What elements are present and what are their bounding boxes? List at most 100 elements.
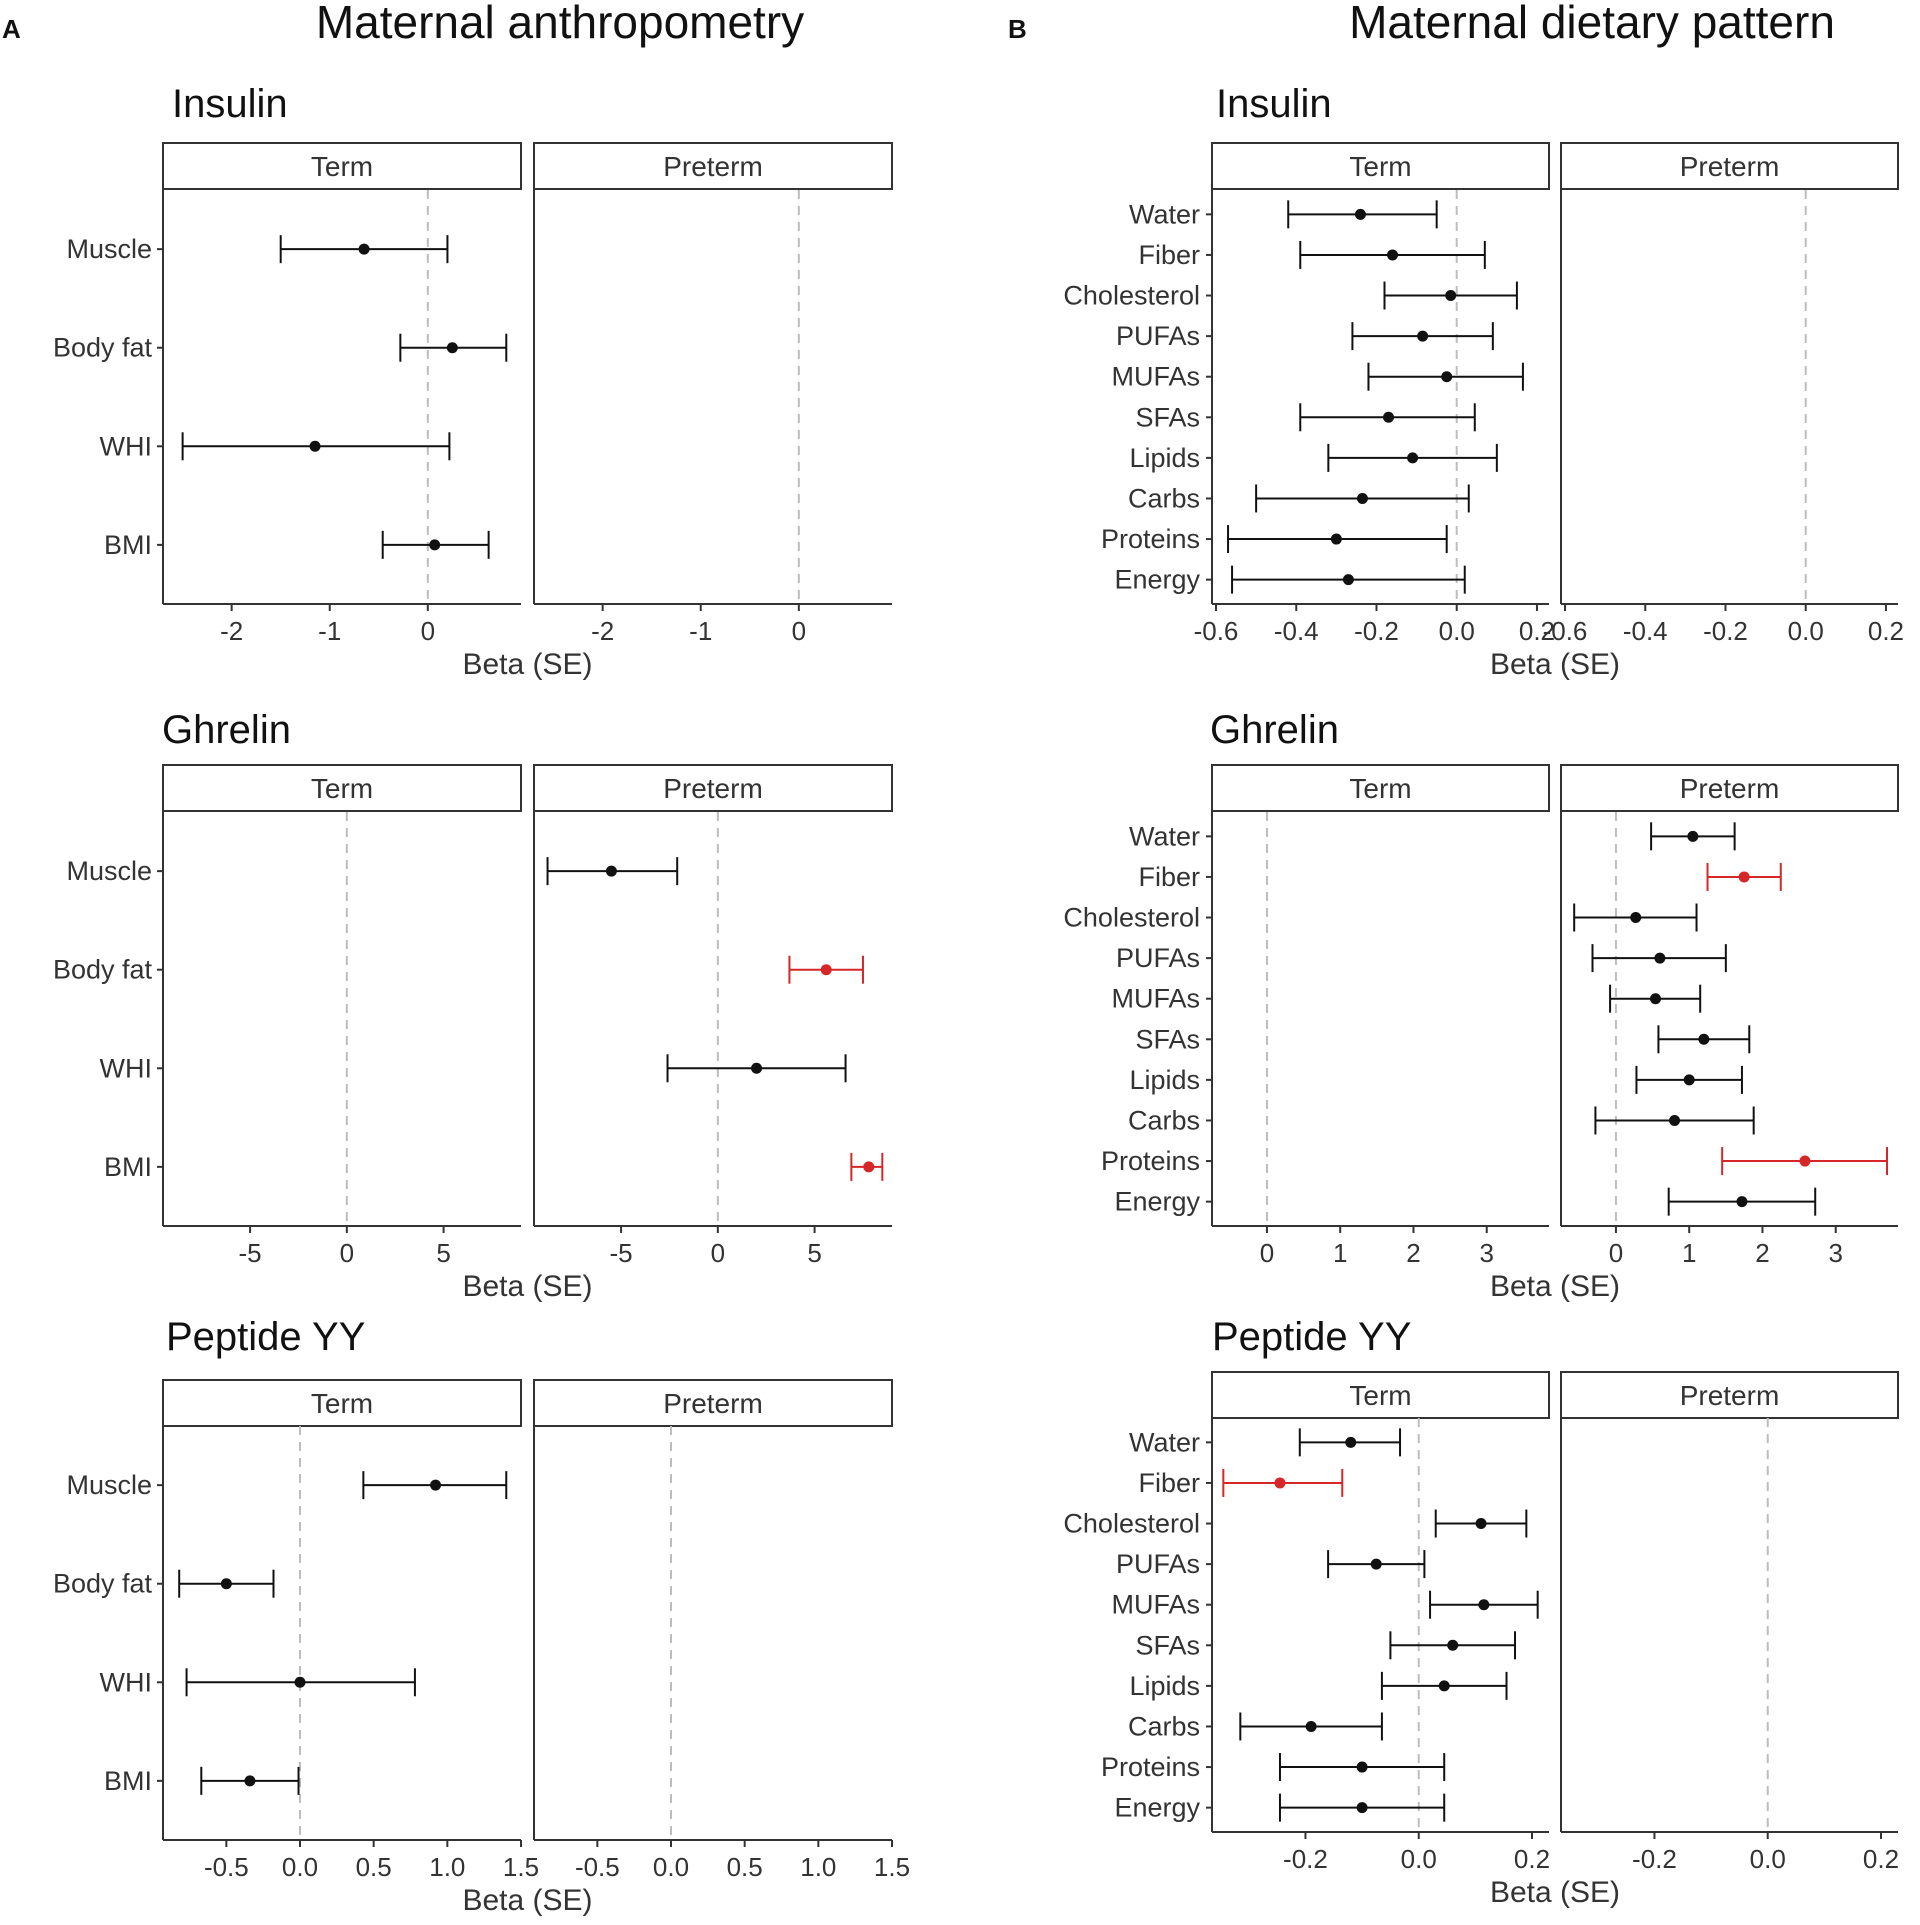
- estimate-dot: [1738, 871, 1750, 883]
- estimate-dot: [1687, 830, 1699, 842]
- point-fiber: [1222, 1468, 1344, 1497]
- y-label-bmi: BMI: [104, 1766, 152, 1796]
- x-tick-label: 0.0: [1401, 1844, 1437, 1874]
- estimate-dot: [1441, 371, 1453, 383]
- estimate-dot: [1630, 912, 1642, 924]
- y-label-fiber: Fiber: [1138, 240, 1200, 270]
- panel-a-title: Maternal anthropometry: [316, 0, 804, 48]
- point-lipids: [1327, 443, 1498, 472]
- x-tick-label: -0.4: [1623, 616, 1668, 646]
- point-carbs: [1594, 1106, 1755, 1135]
- strip-label: Preterm: [1680, 773, 1780, 804]
- estimate-dot: [1274, 1477, 1286, 1489]
- y-label-body-fat: Body fat: [53, 955, 153, 985]
- point-muscle: [279, 235, 449, 264]
- x-tick-label: -0.2: [1703, 616, 1748, 646]
- y-label-pufas: PUFAs: [1116, 1549, 1200, 1579]
- x-tick-label: 1.0: [429, 1852, 465, 1882]
- estimate-dot: [863, 1161, 875, 1173]
- y-label-whi: WHI: [100, 431, 152, 461]
- point-pufas: [1327, 1550, 1426, 1579]
- chart-b-insulin: Insulin Water Fiber Cholesterol PUFAs MUFAs SF…: [1063, 82, 1904, 681]
- chart-title: Peptide YY: [166, 1315, 365, 1359]
- estimate-dot: [1387, 249, 1399, 261]
- chart-title: Ghrelin: [162, 708, 291, 752]
- strip-label: Term: [1349, 773, 1411, 804]
- point-sfas: [1657, 1025, 1751, 1054]
- estimate-dot: [1475, 1518, 1487, 1530]
- y-label-muscle: Muscle: [66, 856, 152, 886]
- facet-term: Term -0.6 -0.4 -0.2 0.0 0.2: [1194, 142, 1555, 646]
- x-tick-label: -0.2: [1632, 1844, 1677, 1874]
- estimate-dot: [1654, 952, 1666, 964]
- estimate-dot: [446, 342, 458, 354]
- x-tick-label: 0.5: [727, 1852, 763, 1882]
- x-tick-label: -2: [220, 616, 243, 646]
- estimate-dot: [220, 1578, 232, 1590]
- point-fiber: [1706, 862, 1782, 891]
- point-energy: [1231, 565, 1466, 594]
- estimate-dot: [244, 1775, 256, 1787]
- x-axis-title: Beta (SE): [1490, 648, 1620, 681]
- x-tick-label: 1.5: [503, 1852, 539, 1882]
- y-label-cholesterol: Cholesterol: [1063, 903, 1200, 933]
- charts-group: Insulin Muscle Body fat WHI BMI Term -2 -1 0 Pret…: [53, 82, 1904, 1917]
- y-label-sfas: SFAs: [1135, 402, 1200, 432]
- strip-box: [1560, 764, 1899, 812]
- point-body-fat: [788, 955, 864, 984]
- x-tick-label: 0.5: [356, 1852, 392, 1882]
- estimate-dot: [1698, 1033, 1710, 1045]
- panel-b-title: Maternal dietary pattern: [1349, 0, 1835, 48]
- strip-label: Term: [1349, 151, 1411, 182]
- strip-box: [533, 142, 893, 190]
- estimate-dot: [1438, 1680, 1450, 1692]
- x-tick-label: 1: [1682, 1238, 1696, 1268]
- point-cholesterol: [1434, 1509, 1528, 1538]
- y-label-whi: WHI: [100, 1667, 152, 1697]
- chart-title: Ghrelin: [1210, 708, 1339, 752]
- point-carbs: [1239, 1712, 1383, 1741]
- estimate-dot: [1407, 452, 1419, 464]
- x-tick-label: 0: [711, 1238, 725, 1268]
- estimate-dot: [1356, 1802, 1368, 1814]
- estimate-dot: [294, 1676, 306, 1688]
- estimate-dot: [1370, 1558, 1382, 1570]
- y-label-carbs: Carbs: [1128, 1711, 1200, 1741]
- chart-title: Peptide YY: [1212, 1315, 1411, 1359]
- x-axis-title: Beta (SE): [462, 1884, 592, 1917]
- point-cholesterol: [1573, 903, 1698, 932]
- chart-b-ghrelin: Ghrelin Water Fiber Cholesterol PUFAs MUFAs SF…: [1063, 708, 1899, 1303]
- strip-box: [162, 1379, 522, 1427]
- point-energy: [1667, 1187, 1817, 1216]
- strip-box: [1560, 142, 1899, 190]
- panel-a-label: A: [2, 14, 21, 44]
- x-tick-label: 5: [436, 1238, 450, 1268]
- y-label-lipids: Lipids: [1129, 1065, 1200, 1095]
- estimate-dot: [1342, 574, 1354, 586]
- facet-term: Term -0.5 0.0 0.5 1.0 1.5: [162, 1379, 539, 1882]
- point-pufas: [1591, 944, 1727, 973]
- x-tick-label: 0: [340, 1238, 354, 1268]
- y-label-mufas: MUFAs: [1111, 1590, 1200, 1620]
- chart-title: Insulin: [1216, 82, 1332, 126]
- x-tick-label: -1: [318, 616, 341, 646]
- strip-label: Preterm: [1680, 151, 1780, 182]
- facet-term: Term -2 -1 0: [162, 142, 522, 646]
- y-label-pufas: PUFAs: [1116, 943, 1200, 973]
- y-label-proteins: Proteins: [1101, 1146, 1200, 1176]
- y-label-proteins: Proteins: [1101, 524, 1200, 554]
- strip-label: Term: [311, 151, 373, 182]
- x-tick-label: -0.2: [1283, 1844, 1328, 1874]
- y-label-bmi: BMI: [104, 530, 152, 560]
- strip-box: [1211, 142, 1550, 190]
- x-tick-label: 3: [1479, 1238, 1493, 1268]
- estimate-dot: [309, 440, 321, 452]
- estimate-dot: [1345, 1436, 1357, 1448]
- point-water: [1650, 822, 1736, 851]
- facet-preterm: Preterm 0 1 2 3: [1560, 764, 1899, 1268]
- x-tick-label: -5: [610, 1238, 633, 1268]
- x-tick-label: 0: [421, 616, 435, 646]
- point-water: [1298, 1428, 1402, 1457]
